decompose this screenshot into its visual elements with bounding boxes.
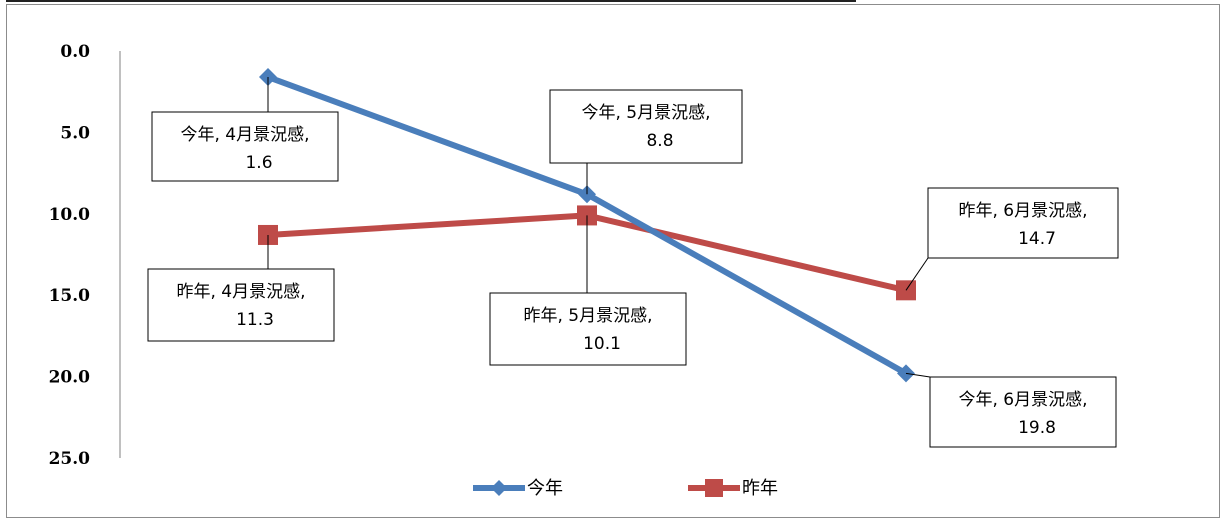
data-label-box: [927, 187, 1119, 259]
top-border-line: [6, 0, 856, 2]
legend-label: 今年: [527, 478, 563, 499]
label-leader-line: [905, 372, 931, 378]
legend-marker-square: [705, 479, 723, 497]
data-label-box: [929, 376, 1117, 448]
data-label-series-category: 今年, 4月景況感,: [180, 125, 309, 145]
y-tick-label: 20.0: [49, 368, 91, 388]
legend-entry-this-year: 今年: [473, 478, 563, 499]
data-label-value: 1.6: [245, 153, 272, 173]
data-labels: 今年, 4月景況感, 1.6 今年, 5月景況感, 8.8 今年, 6月景況感, 19.8…: [147, 77, 1119, 448]
data-label-series-category: 昨年, 4月景況感,: [176, 282, 305, 302]
data-label-value: 10.1: [583, 334, 621, 354]
y-tick-label: 5.0: [60, 123, 90, 143]
legend: 今年 昨年: [473, 478, 778, 499]
data-label-value: 19.8: [1018, 418, 1056, 438]
legend-entry-last-year: 昨年: [688, 478, 778, 499]
y-tick-label: 25.0: [49, 449, 91, 469]
data-label-box: [489, 292, 687, 366]
data-label-value: 14.7: [1018, 229, 1056, 249]
y-axis: 0.0 5.0 10.0 15.0 20.0 25.0: [49, 42, 121, 469]
y-tick-label: 15.0: [49, 286, 91, 306]
y-tick-label: 10.0: [49, 205, 91, 225]
data-label-box: [151, 111, 339, 182]
label-leader-line: [905, 257, 929, 291]
data-label-box: [549, 89, 743, 164]
data-label-series-category: 今年, 6月景況感,: [958, 390, 1087, 410]
data-label-box: [147, 268, 335, 342]
data-label-series-category: 今年, 5月景況感,: [581, 103, 710, 123]
data-label-series-category: 昨年, 5月景況感,: [523, 306, 652, 326]
data-label-value: 8.8: [646, 131, 673, 151]
data-label-value: 11.3: [236, 310, 274, 330]
legend-marker-diamond: [491, 480, 507, 496]
legend-label: 昨年: [742, 478, 778, 499]
data-label-series-category: 昨年, 6月景況感,: [958, 201, 1087, 221]
y-tick-label: 0.0: [60, 42, 90, 62]
